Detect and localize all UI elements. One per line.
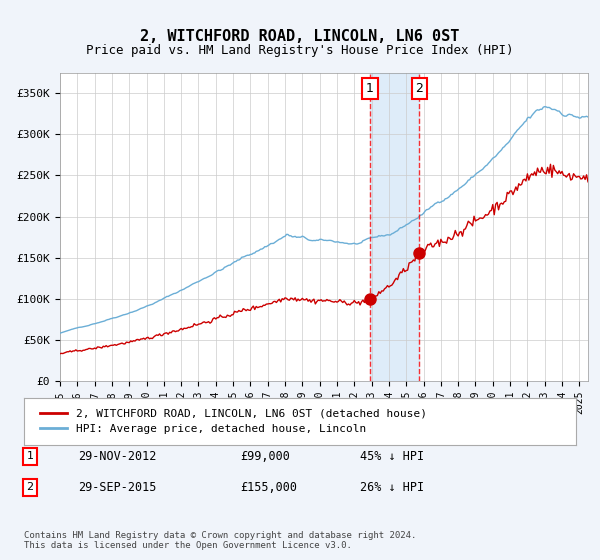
Bar bbox=[370, 73, 419, 381]
Text: 29-SEP-2015: 29-SEP-2015 bbox=[78, 480, 157, 494]
Text: 1: 1 bbox=[26, 451, 34, 461]
Text: 1: 1 bbox=[366, 82, 374, 95]
Text: Contains HM Land Registry data © Crown copyright and database right 2024.
This d: Contains HM Land Registry data © Crown c… bbox=[24, 530, 416, 550]
Text: 2: 2 bbox=[26, 482, 34, 492]
Text: 45% ↓ HPI: 45% ↓ HPI bbox=[360, 450, 424, 463]
Text: 26% ↓ HPI: 26% ↓ HPI bbox=[360, 480, 424, 494]
Text: 2: 2 bbox=[415, 82, 423, 95]
Text: 29-NOV-2012: 29-NOV-2012 bbox=[78, 450, 157, 463]
Text: £155,000: £155,000 bbox=[240, 480, 297, 494]
Text: 2, WITCHFORD ROAD, LINCOLN, LN6 0ST: 2, WITCHFORD ROAD, LINCOLN, LN6 0ST bbox=[140, 29, 460, 44]
Text: £99,000: £99,000 bbox=[240, 450, 290, 463]
Text: Price paid vs. HM Land Registry's House Price Index (HPI): Price paid vs. HM Land Registry's House … bbox=[86, 44, 514, 57]
Legend: 2, WITCHFORD ROAD, LINCOLN, LN6 0ST (detached house), HPI: Average price, detach: 2, WITCHFORD ROAD, LINCOLN, LN6 0ST (det… bbox=[35, 404, 431, 438]
